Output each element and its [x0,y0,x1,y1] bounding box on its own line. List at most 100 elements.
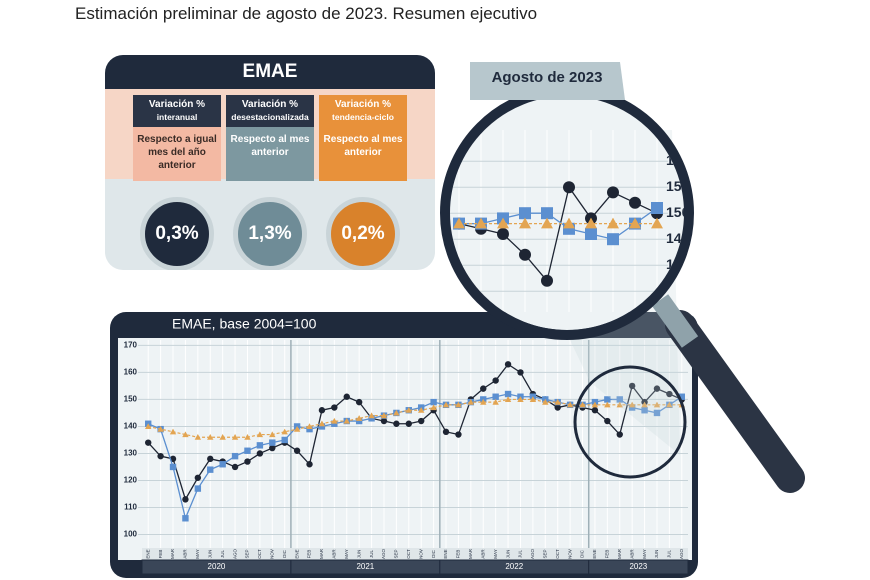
inset-tab [470,62,625,100]
x-tick-label: FEB [456,550,461,559]
x-tick-label: MAR [617,548,622,559]
y-tick-label: 120 [124,476,138,485]
point [368,415,375,422]
point [480,398,487,405]
point [641,401,648,408]
point [256,442,264,449]
point [504,361,512,368]
x-tick-label: ABR [183,549,188,559]
point [393,409,400,416]
x-tick-label: JUN [356,550,361,559]
point [651,202,663,214]
x-tick-label: ENE [145,549,150,558]
point [207,466,214,473]
point [182,431,189,438]
x-tick-label: DIC [580,549,585,558]
point [492,377,499,384]
point [207,455,214,463]
y-tick-label: 110 [124,503,137,512]
point [666,401,673,408]
point [331,404,338,411]
x-tick-label: AGO [232,549,237,560]
x-tick-label: MAY [642,549,647,558]
x-tick-label: ABR [480,549,485,559]
point [541,207,553,220]
x-tick-label: FEB [307,550,312,559]
point [219,461,226,468]
kpi-description: Respecto al mes anterior [226,127,314,181]
point [607,217,619,229]
kpi-heading: Variación % interanual [133,95,221,127]
point [566,401,574,408]
point [182,515,189,522]
x-tick-label: DIC [431,549,436,558]
main-plot: 100 110 120 130 140 150 160 170 ENE FEB MAR ABR MAY J… [124,340,689,575]
kpi-heading-text: Variación % [241,99,299,110]
point [306,423,313,430]
summary-title: EMAE [105,55,435,89]
x-tick-label: NOV [269,549,274,559]
point [541,217,553,229]
point [418,417,425,425]
point [368,412,375,419]
point [455,431,462,438]
kpi-subheading: tendencia-ciclo [332,112,394,122]
point [616,396,623,403]
point [492,398,499,405]
year-band [588,559,689,575]
point [629,196,641,209]
zoom-circle [573,365,687,479]
kpi-heading-text: Variación % [148,99,206,110]
point [169,428,177,435]
point [293,425,301,432]
point [194,474,202,481]
summary-card: EMAE Variación % interanual Respecto a ig… [105,55,435,270]
y-tick-label: 155 [666,178,690,194]
point [306,461,313,468]
series-line [459,207,658,240]
x-tick-label: MAR [170,548,175,559]
point [607,186,619,199]
point [517,396,524,402]
y-tick-label: 145 [666,230,690,246]
point [418,407,425,413]
point [430,404,437,411]
x-tick-label: AGO [381,549,386,560]
x-tick-label: NOV [418,549,423,559]
point [563,181,575,194]
point [256,431,264,438]
point [616,431,623,438]
point [591,407,599,414]
x-tick-label: JUL [220,550,225,558]
kpi-description: Respecto a igual mes del año anterior [133,127,221,181]
point [331,420,338,427]
x-tick-label: SEP [394,549,399,558]
x-tick-label: ABR [332,549,337,559]
point [678,393,685,400]
page-title: Estimación preliminar de agosto de 2023.… [75,4,538,23]
kpi-column: Variación % desestacionalizada Respecto a… [226,95,314,181]
point [542,398,549,405]
series-line [148,398,682,438]
y-tick-label: 140 [124,422,138,431]
point [318,420,326,427]
point [629,217,641,229]
x-tick-label: OCT [555,549,560,559]
point [355,417,363,425]
month-band [142,548,688,560]
lens-neck [651,294,699,348]
point [157,425,164,432]
x-tick-label: SEP [245,549,250,558]
point [269,431,276,438]
point [604,401,611,408]
point [519,217,531,229]
kpi-subheading: desestacionalizada [231,112,309,122]
x-tick-label: ENE [443,549,448,558]
x-tick-label: MAR [468,548,473,559]
point [497,228,509,240]
point [194,485,202,492]
point [145,439,152,446]
point [519,248,531,261]
x-tick-label: FEB [605,550,610,559]
point [442,428,450,436]
